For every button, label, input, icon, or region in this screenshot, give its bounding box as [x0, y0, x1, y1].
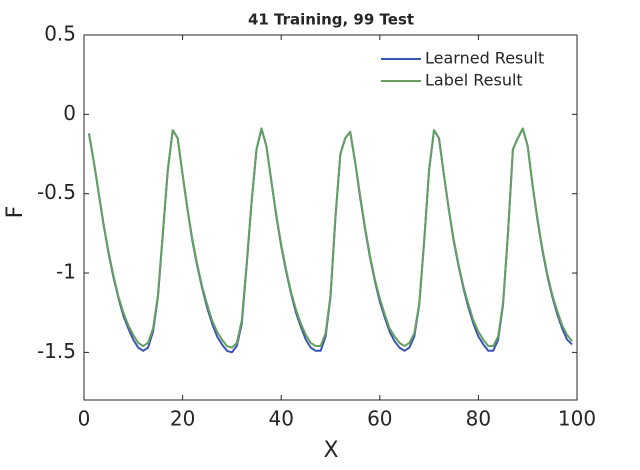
- series-line: [87, 127, 573, 349]
- y-tick-label: -1.5: [37, 339, 76, 363]
- x-tick-label: 60: [367, 407, 392, 431]
- x-axis-label: X: [323, 438, 338, 463]
- y-tick-label: 0.5: [44, 22, 76, 46]
- y-tick-label: -1: [56, 260, 76, 284]
- x-tick-label: 0: [78, 407, 91, 431]
- legend-label: Label Result: [425, 71, 523, 90]
- x-tick-label: 40: [268, 407, 293, 431]
- legend-label: Learned Result: [425, 49, 544, 68]
- y-tick-label: -0.5: [37, 180, 76, 204]
- x-tick-label: 100: [558, 407, 596, 431]
- x-tick-label: 20: [170, 407, 195, 431]
- y-tick-label: 0: [63, 101, 76, 125]
- x-tick-label: 80: [466, 407, 491, 431]
- y-axis-label: F: [3, 206, 28, 219]
- chart-title: 41 Training, 99 Test: [248, 11, 414, 29]
- plot-area: [83, 34, 578, 401]
